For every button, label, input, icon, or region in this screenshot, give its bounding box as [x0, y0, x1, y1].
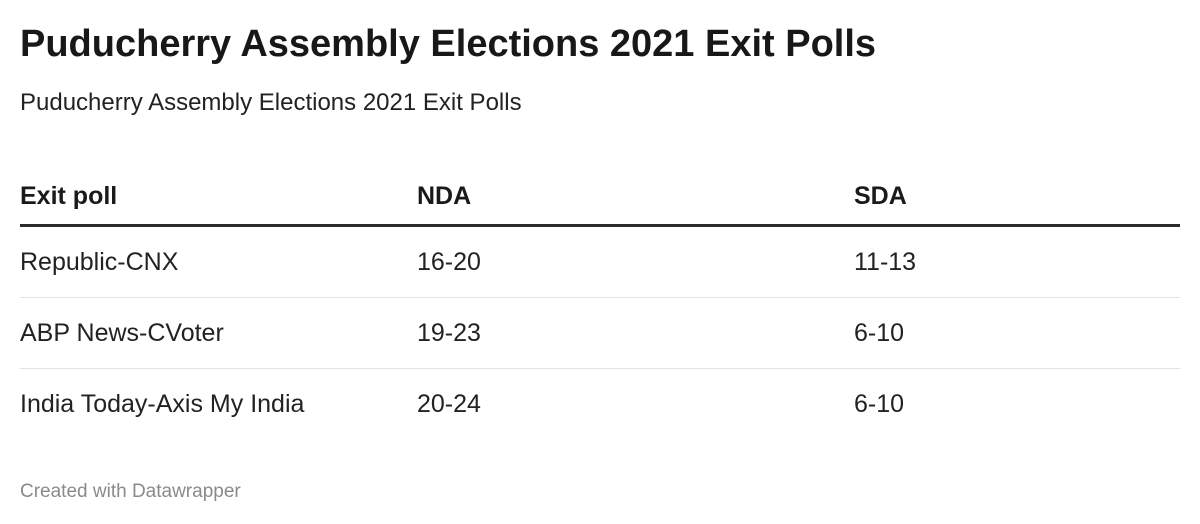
cell-exit-poll: ABP News-CVoter	[20, 297, 417, 369]
cell-nda: 20-24	[417, 389, 481, 418]
cell-sda: 6-10	[854, 389, 905, 418]
cell-sda: 11-13	[854, 225, 1180, 298]
datawrapper-credit: Created with Datawrapper	[20, 481, 241, 502]
table-header: Exit poll NDA SDA	[20, 168, 1180, 227]
column-header-nda[interactable]: NDA	[417, 168, 854, 227]
cell-exit-poll: India Today-Axis My India	[20, 389, 305, 418]
table-row: India Today-Axis My India 20-24 6-10	[20, 369, 1180, 440]
cell-nda: 19-23	[417, 297, 854, 369]
table-row: Republic-CNX 16-20 11-13	[20, 225, 1180, 298]
chart-title: Puducherry Assembly Elections 2021 Exit …	[20, 23, 877, 65]
column-header-exit-poll[interactable]: Exit poll	[20, 168, 417, 227]
table-body: Republic-CNX 16-20 11-13 ABP News-CVoter…	[20, 225, 1180, 440]
cell-nda: 16-20	[417, 225, 854, 298]
cell-exit-poll: Republic-CNX	[20, 225, 417, 298]
chart-subtitle: Puducherry Assembly Elections 2021 Exit …	[20, 89, 522, 116]
header-row: Exit poll NDA SDA	[20, 168, 1180, 227]
exit-poll-table: Exit poll NDA SDA Republic-CNX 16-20 11-…	[20, 168, 1180, 439]
column-header-sda[interactable]: SDA	[854, 168, 1180, 227]
cell-sda: 6-10	[854, 297, 1180, 369]
table-row: ABP News-CVoter 19-23 6-10	[20, 297, 1180, 369]
